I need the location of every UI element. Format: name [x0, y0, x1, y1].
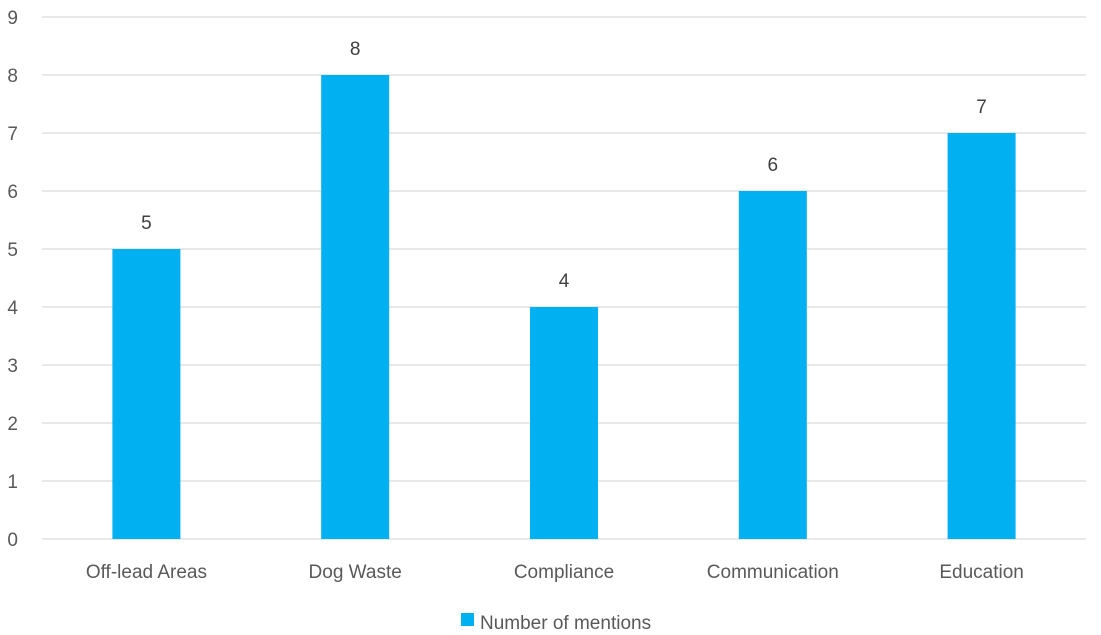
bars	[112, 75, 1016, 539]
category-label: Dog Waste	[309, 562, 402, 583]
data-label: 4	[559, 271, 570, 292]
y-tick-label: 4	[7, 298, 18, 319]
y-tick-label: 2	[7, 414, 18, 435]
legend-swatch	[461, 613, 474, 626]
bar	[738, 191, 807, 539]
category-label: Off-lead Areas	[86, 562, 207, 583]
legend-label: Number of mentions	[480, 613, 651, 634]
y-tick-label: 9	[7, 8, 18, 29]
category-label: Communication	[707, 562, 839, 583]
y-tick-label: 7	[7, 124, 18, 145]
y-tick-label: 5	[7, 240, 18, 261]
y-axis-tick-labels: 0 1 2 3 4 5 6 7 8 9	[7, 8, 18, 551]
category-label: Compliance	[514, 562, 614, 583]
data-label: 7	[976, 97, 987, 118]
bar	[321, 75, 390, 539]
data-label: 5	[141, 213, 152, 234]
legend: Number of mentions	[461, 613, 651, 634]
bar	[112, 249, 181, 539]
y-tick-label: 8	[7, 66, 18, 87]
data-labels: 5 8 4 6 7	[141, 39, 987, 292]
data-label: 6	[768, 155, 779, 176]
y-tick-label: 6	[7, 182, 18, 203]
bar	[947, 133, 1016, 539]
bar	[530, 307, 598, 539]
y-tick-label: 1	[7, 472, 18, 493]
data-label: 8	[350, 39, 361, 60]
x-axis-category-labels: Off-lead Areas Dog Waste Compliance Communi…	[86, 562, 1024, 583]
category-label: Education	[939, 562, 1024, 583]
y-tick-label: 0	[7, 530, 18, 551]
y-tick-label: 3	[7, 356, 18, 377]
